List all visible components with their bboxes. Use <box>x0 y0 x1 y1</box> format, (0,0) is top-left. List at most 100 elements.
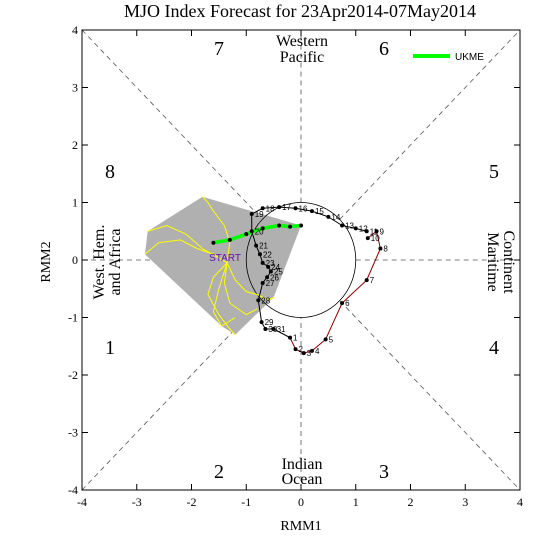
day-label: 30 <box>268 325 277 334</box>
observed-point <box>259 320 264 325</box>
x-tick-label: 2 <box>408 495 414 509</box>
observed-segment <box>257 300 263 323</box>
phase-2-label: 2 <box>214 461 224 483</box>
x-tick-label: -4 <box>77 495 87 509</box>
observed-point <box>293 347 298 352</box>
day-label: 13 <box>345 222 354 231</box>
observed-point <box>288 335 293 340</box>
region-bottom-line2: Ocean <box>282 471 323 488</box>
mean-point <box>227 237 232 242</box>
phase-5-label: 5 <box>489 161 499 183</box>
observed-segment <box>251 207 263 215</box>
y-tick-label: 1 <box>72 196 78 210</box>
day-label: 21 <box>259 242 268 251</box>
day-label: 24 <box>271 263 280 272</box>
day-label: 2 <box>299 345 304 354</box>
mean-point <box>211 240 216 245</box>
observed-segment <box>311 338 326 352</box>
region-top-line1: Western <box>276 33 328 50</box>
diagonal-top-right <box>339 29 521 220</box>
observed-segment <box>273 328 291 339</box>
observed-point <box>364 278 369 283</box>
observed-point <box>374 229 379 234</box>
mean-point <box>260 226 265 231</box>
chart-title: MJO Index Forecast for 23Apr2014-07May20… <box>124 1 476 21</box>
ensemble-member-line <box>212 262 236 327</box>
observed-point <box>364 229 369 234</box>
observed-point <box>309 348 314 353</box>
observed-point <box>249 229 254 234</box>
observed-point <box>260 260 265 265</box>
observed-point <box>326 214 331 219</box>
observed-point <box>271 327 276 331</box>
day-label: 11 <box>370 227 379 236</box>
day-label: 20 <box>255 227 264 236</box>
region-left-line2: and Africa <box>107 228 124 295</box>
diagonal-bottom-right <box>339 300 521 491</box>
x-tick-label: -2 <box>187 495 197 509</box>
observed-point <box>260 206 265 211</box>
observed-point <box>260 281 265 285</box>
region-right-line1: Maritime <box>484 232 501 292</box>
day-label: 23 <box>266 259 275 268</box>
ensemble-member-line <box>202 196 231 263</box>
x-axis-label: RMM1 <box>280 519 321 534</box>
ensemble-member-line <box>207 262 236 336</box>
y-tick-label: 3 <box>72 81 78 95</box>
observed-point <box>293 206 298 211</box>
unit-circle <box>245 202 357 318</box>
mean-point <box>299 223 303 228</box>
observed-segment <box>328 216 343 226</box>
observed-segment <box>325 302 343 340</box>
start-label: START <box>209 253 241 264</box>
observed-point <box>277 205 282 210</box>
day-label: 27 <box>266 279 275 288</box>
day-label: 18 <box>266 204 275 213</box>
observed-segment <box>341 279 368 304</box>
day-label: 19 <box>255 210 264 219</box>
day-label: 17 <box>282 203 291 212</box>
mean-point <box>244 232 249 237</box>
day-label: 31 <box>277 325 286 334</box>
observed-point <box>309 209 314 214</box>
diagonal-top-left <box>81 29 263 220</box>
day-label: 22 <box>263 250 272 259</box>
ensemble-member-line <box>144 239 228 264</box>
day-label: 12 <box>359 224 368 233</box>
day-label: 3 <box>307 349 312 358</box>
observed-segment <box>295 207 313 212</box>
observed-segment <box>262 206 280 209</box>
x-tick-label: 4 <box>517 495 523 509</box>
observed-point <box>266 264 271 269</box>
ensemble-members <box>144 196 274 336</box>
observed-point <box>254 243 259 248</box>
observed-point <box>301 351 306 356</box>
day-label: 25 <box>274 268 283 277</box>
observed-point <box>340 301 345 306</box>
ensemble-member-line <box>226 262 274 301</box>
y-tick-label: -1 <box>68 311 78 325</box>
day-label: 7 <box>370 276 375 285</box>
phase-1-label: 1 <box>105 337 115 359</box>
mean-point <box>277 223 282 228</box>
day-label: 8 <box>383 245 388 254</box>
observed-point <box>256 298 261 303</box>
x-tick-label: 0 <box>298 495 304 509</box>
legend-label: UKME <box>455 52 484 63</box>
region-right-line2: Continent <box>500 230 517 294</box>
day-label: 9 <box>380 227 385 236</box>
day-label: 29 <box>265 318 274 327</box>
observed-segment <box>251 231 257 246</box>
observed-segment <box>366 248 381 281</box>
ensemble-mean <box>211 223 303 245</box>
y-tick-label: -2 <box>68 368 78 382</box>
observed-segment <box>279 206 296 209</box>
day-label: 4 <box>315 347 320 356</box>
day-label: 6 <box>345 299 350 308</box>
legend: UKME <box>413 52 484 63</box>
day-label: 16 <box>299 204 308 213</box>
observed-point <box>257 252 262 257</box>
observed-segment <box>341 225 356 229</box>
